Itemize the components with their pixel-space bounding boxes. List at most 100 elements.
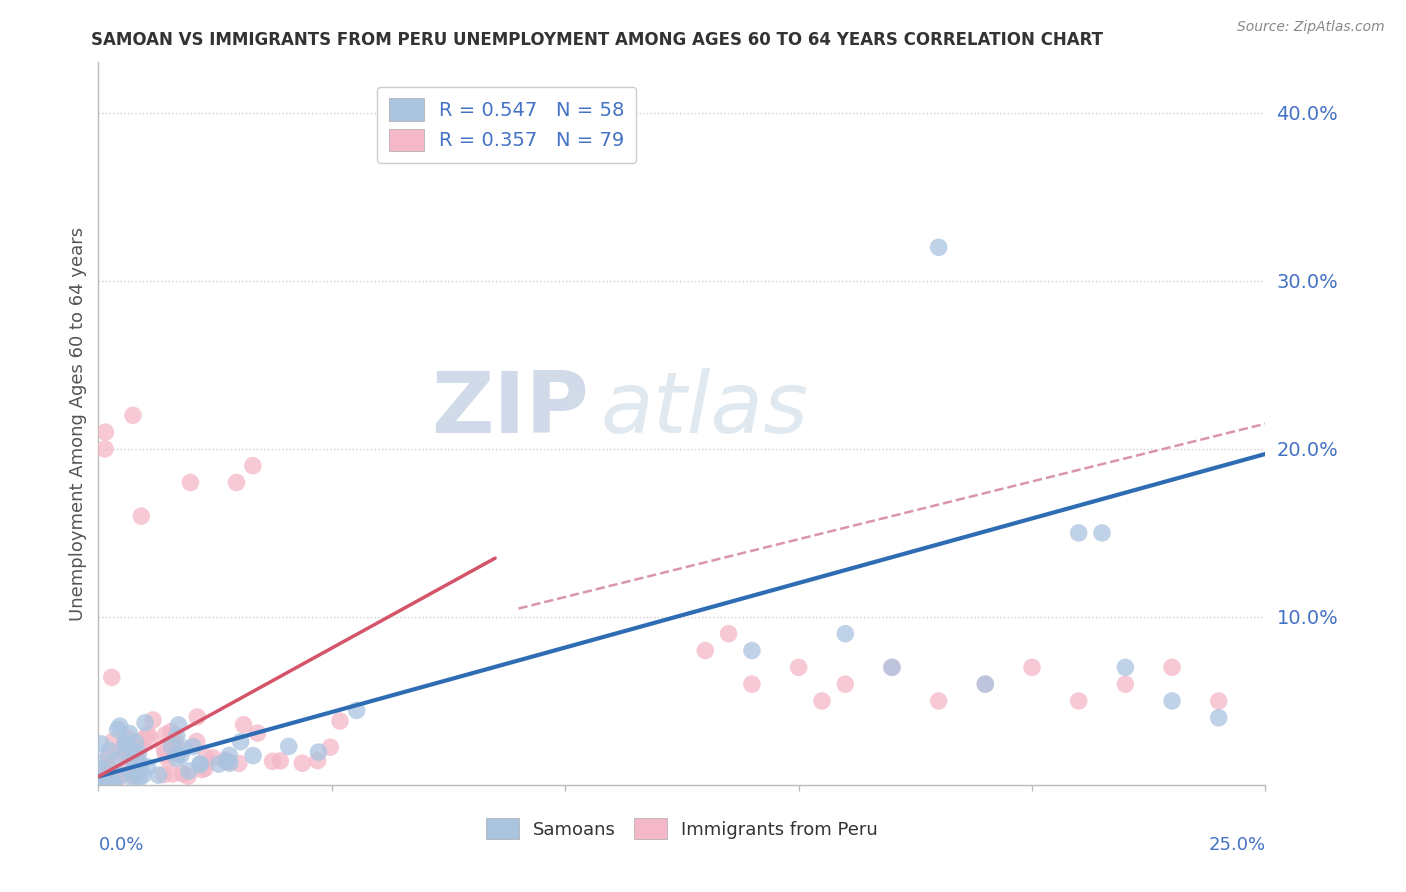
- Point: [1161, 694, 1184, 708]
- Point: [89, 755, 111, 769]
- Point: [129, 739, 152, 754]
- Point: [105, 766, 128, 780]
- Point: [118, 749, 141, 764]
- Point: [101, 774, 124, 789]
- Point: [695, 643, 717, 657]
- Point: [246, 726, 269, 740]
- Point: [104, 755, 127, 769]
- Point: [122, 772, 145, 787]
- Point: [157, 752, 180, 766]
- Point: [191, 763, 214, 777]
- Point: [215, 754, 238, 768]
- Point: [103, 733, 125, 747]
- Point: [115, 737, 138, 751]
- Point: [218, 756, 240, 771]
- Y-axis label: Unemployment Among Ages 60 to 64 years: Unemployment Among Ages 60 to 64 years: [69, 227, 87, 621]
- Text: Source: ZipAtlas.com: Source: ZipAtlas.com: [1237, 20, 1385, 34]
- Point: [101, 775, 124, 789]
- Point: [94, 442, 117, 456]
- Legend: Samoans, Immigrants from Peru: Samoans, Immigrants from Peru: [477, 809, 887, 848]
- Point: [277, 739, 299, 754]
- Point: [94, 425, 117, 439]
- Point: [308, 745, 330, 759]
- Point: [136, 727, 159, 741]
- Point: [91, 762, 114, 776]
- Point: [232, 717, 254, 731]
- Point: [142, 713, 165, 727]
- Point: [97, 775, 120, 789]
- Point: [127, 753, 149, 767]
- Point: [166, 751, 188, 765]
- Point: [129, 756, 152, 771]
- Point: [262, 755, 284, 769]
- Point: [329, 714, 352, 728]
- Point: [118, 726, 141, 740]
- Point: [132, 768, 155, 782]
- Point: [834, 626, 856, 640]
- Point: [97, 748, 120, 763]
- Point: [811, 694, 834, 708]
- Point: [167, 718, 190, 732]
- Point: [170, 748, 193, 763]
- Point: [115, 743, 138, 757]
- Point: [87, 773, 110, 788]
- Point: [307, 754, 329, 768]
- Point: [166, 747, 188, 761]
- Point: [269, 754, 291, 768]
- Point: [153, 767, 176, 781]
- Text: 25.0%: 25.0%: [1208, 836, 1265, 854]
- Point: [155, 747, 177, 761]
- Point: [165, 744, 187, 758]
- Point: [974, 677, 997, 691]
- Point: [195, 750, 218, 764]
- Point: [880, 660, 903, 674]
- Point: [242, 458, 264, 473]
- Point: [120, 740, 142, 755]
- Point: [121, 748, 143, 763]
- Point: [215, 753, 238, 767]
- Point: [974, 677, 997, 691]
- Point: [1208, 694, 1230, 708]
- Point: [834, 677, 856, 691]
- Point: [218, 748, 240, 763]
- Point: [108, 770, 131, 784]
- Point: [121, 764, 143, 779]
- Point: [717, 626, 740, 640]
- Point: [155, 728, 177, 742]
- Point: [928, 694, 950, 708]
- Point: [741, 643, 763, 657]
- Point: [124, 735, 146, 749]
- Point: [129, 509, 152, 524]
- Point: [100, 670, 122, 684]
- Point: [98, 759, 121, 773]
- Point: [120, 768, 142, 782]
- Point: [928, 240, 950, 254]
- Point: [225, 475, 247, 490]
- Point: [124, 769, 146, 783]
- Point: [163, 730, 186, 744]
- Point: [94, 770, 117, 784]
- Point: [186, 710, 208, 724]
- Point: [172, 766, 194, 780]
- Point: [98, 744, 121, 758]
- Point: [228, 756, 250, 771]
- Point: [117, 759, 139, 773]
- Point: [346, 703, 368, 717]
- Point: [94, 776, 117, 790]
- Point: [188, 757, 211, 772]
- Point: [112, 740, 135, 755]
- Point: [177, 764, 200, 778]
- Point: [181, 739, 204, 754]
- Point: [1161, 660, 1184, 674]
- Point: [319, 740, 342, 755]
- Point: [179, 475, 201, 490]
- Point: [194, 761, 217, 775]
- Point: [1021, 660, 1043, 674]
- Point: [107, 772, 129, 787]
- Point: [186, 734, 208, 748]
- Point: [114, 749, 136, 764]
- Point: [1114, 677, 1136, 691]
- Point: [188, 757, 211, 772]
- Point: [128, 759, 150, 773]
- Point: [1091, 525, 1114, 540]
